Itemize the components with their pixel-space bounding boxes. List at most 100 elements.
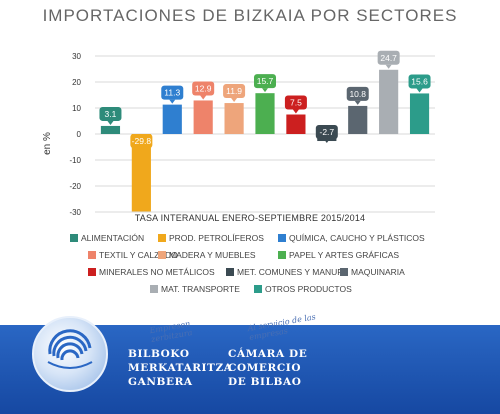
data-label-box — [223, 84, 246, 99]
data-label-box — [161, 85, 184, 100]
bar — [255, 93, 275, 134]
data-label-box — [315, 125, 338, 140]
legend-label: TEXTIL Y CALZADO — [99, 250, 178, 260]
bar — [286, 114, 306, 134]
data-label-pointer — [169, 99, 176, 104]
data-label-pointer — [138, 148, 145, 152]
legend-label: PROD. PETROLÍFEROS — [169, 233, 264, 243]
brand-basque-line: BILBOKO — [128, 348, 190, 360]
data-label-box — [254, 74, 276, 89]
legend-swatch — [226, 268, 234, 276]
bar — [131, 134, 151, 212]
data-label: 10.8 — [349, 89, 366, 99]
bar — [100, 125, 121, 134]
data-label-box — [99, 106, 122, 121]
data-label: 15.7 — [257, 76, 274, 86]
legend-item: OTROS PRODUCTOS — [254, 284, 352, 294]
y-tick-label: -20 — [69, 182, 81, 191]
legend-label: ALIMENTACIÓN — [81, 233, 145, 243]
legend-row: ALIMENTACIÓN PROD. PETROLÍFEROS QUÍMICA, C… — [70, 233, 480, 250]
legend-item: MET. COMUNES Y MANUF. — [226, 267, 344, 277]
camara-logo-icon — [32, 316, 108, 392]
legend-label: QUÍMICA, CAUCHO Y PLÁSTICOS — [289, 233, 425, 243]
y-tick-label: 20 — [72, 78, 81, 87]
data-label-pointer — [416, 88, 423, 93]
legend-swatch — [70, 234, 78, 242]
legend-item: MAT. TRANSPORTE — [150, 284, 240, 294]
data-label: -2.7 — [319, 127, 334, 137]
legend-item: TEXTIL Y CALZADO — [88, 250, 178, 260]
data-label-box — [346, 86, 369, 101]
brand-spanish-line: COMERCIO — [228, 362, 302, 374]
bar — [193, 100, 213, 134]
data-label: 24.7 — [380, 53, 397, 63]
data-label-box — [408, 74, 431, 89]
data-label-pointer — [323, 139, 330, 144]
legend-swatch — [278, 234, 286, 242]
data-label-pointer — [107, 120, 114, 125]
legend-label: MADERA Y MUEBLES — [169, 250, 256, 260]
data-label-box — [192, 81, 215, 96]
data-label-pointer — [385, 64, 392, 69]
legend-item: QUÍMICA, CAUCHO Y PLÁSTICOS — [278, 233, 425, 243]
bar-chart: 30 20 10 0 -10 -20 -30 3.1 -29.8 11.3 12.9 11.9 15.7… — [69, 50, 435, 215]
brand-basque-line: MERKATARITZA — [128, 362, 233, 374]
chart-title: IMPORTACIONES DE BIZKAIA POR SECTORES — [42, 6, 458, 25]
data-label: 7.5 — [290, 98, 302, 108]
chart-subtitle: TASA INTERANUAL ENERO-SEPTIEMBRE 2015/20… — [134, 213, 366, 223]
legend-swatch — [278, 251, 286, 259]
bar — [379, 69, 399, 134]
data-label-pointer — [231, 98, 238, 103]
brand-spanish: CÁMARA DE COMERCIO DE BILBAO — [228, 347, 307, 389]
legend-row: MINERALES NO METÁLICOS MET. COMUNES Y MAN… — [70, 267, 480, 284]
legend-swatch — [158, 251, 166, 259]
legend-item: ALIMENTACIÓN — [70, 233, 144, 243]
y-tick-label: -10 — [69, 156, 81, 165]
data-label-pointer — [292, 109, 299, 114]
bar — [162, 104, 182, 134]
data-label: 15.6 — [411, 76, 428, 86]
data-label-pointer — [262, 88, 268, 93]
legend-swatch — [158, 234, 166, 242]
data-label-pointer — [200, 95, 207, 100]
bar — [348, 105, 368, 134]
legend-label: PAPEL Y ARTES GRÁFICAS — [289, 250, 400, 260]
y-tick-label: 10 — [72, 104, 81, 113]
data-label-box — [284, 95, 307, 110]
y-tick-label: 30 — [72, 52, 81, 61]
legend-swatch — [254, 285, 262, 293]
legend-swatch — [88, 268, 96, 276]
legend-swatch — [150, 285, 158, 293]
legend-label: MAT. TRANSPORTE — [161, 284, 240, 294]
brand-basque: BILBOKO MERKATARITZA GANBERA — [128, 347, 232, 389]
legend-row: MAT. TRANSPORTE OTROS PRODUCTOS — [70, 284, 480, 301]
legend-label: MET. COMUNES Y MANUF. — [237, 267, 344, 277]
bar — [224, 103, 244, 134]
legend-swatch — [88, 251, 96, 259]
bar — [409, 93, 430, 134]
legend-item: PAPEL Y ARTES GRÁFICAS — [278, 250, 399, 260]
data-label-pointer — [354, 100, 361, 105]
brand-spanish-line: CÁMARA DE — [228, 348, 308, 360]
data-label-box — [377, 50, 400, 65]
data-label: 3.1 — [105, 109, 117, 119]
legend-item: MADERA Y MUEBLES — [158, 250, 256, 260]
data-label: 11.3 — [164, 88, 180, 98]
data-label: 11.9 — [226, 86, 242, 96]
brand-spanish-line: DE BILBAO — [228, 376, 302, 388]
legend: ALIMENTACIÓN PROD. PETROLÍFEROS QUÍMICA, C… — [70, 233, 480, 301]
y-tick-label: -30 — [69, 208, 81, 215]
y-tick-label: 0 — [77, 130, 82, 139]
data-label-box — [130, 134, 153, 148]
data-label: 12.9 — [195, 83, 212, 93]
legend-label: MAQUINARIA — [351, 267, 405, 277]
legend-swatch — [340, 268, 348, 276]
legend-item: MAQUINARIA — [340, 267, 405, 277]
data-label: -29.8 — [132, 136, 152, 146]
legend-item: MINERALES NO METÁLICOS — [88, 267, 215, 277]
footer-top-band — [0, 312, 500, 325]
brand-basque-line: GANBERA — [128, 376, 193, 388]
legend-row: TEXTIL Y CALZADO MADERA Y MUEBLES PAPEL Y … — [70, 250, 480, 267]
legend-label: MINERALES NO METÁLICOS — [99, 267, 215, 277]
